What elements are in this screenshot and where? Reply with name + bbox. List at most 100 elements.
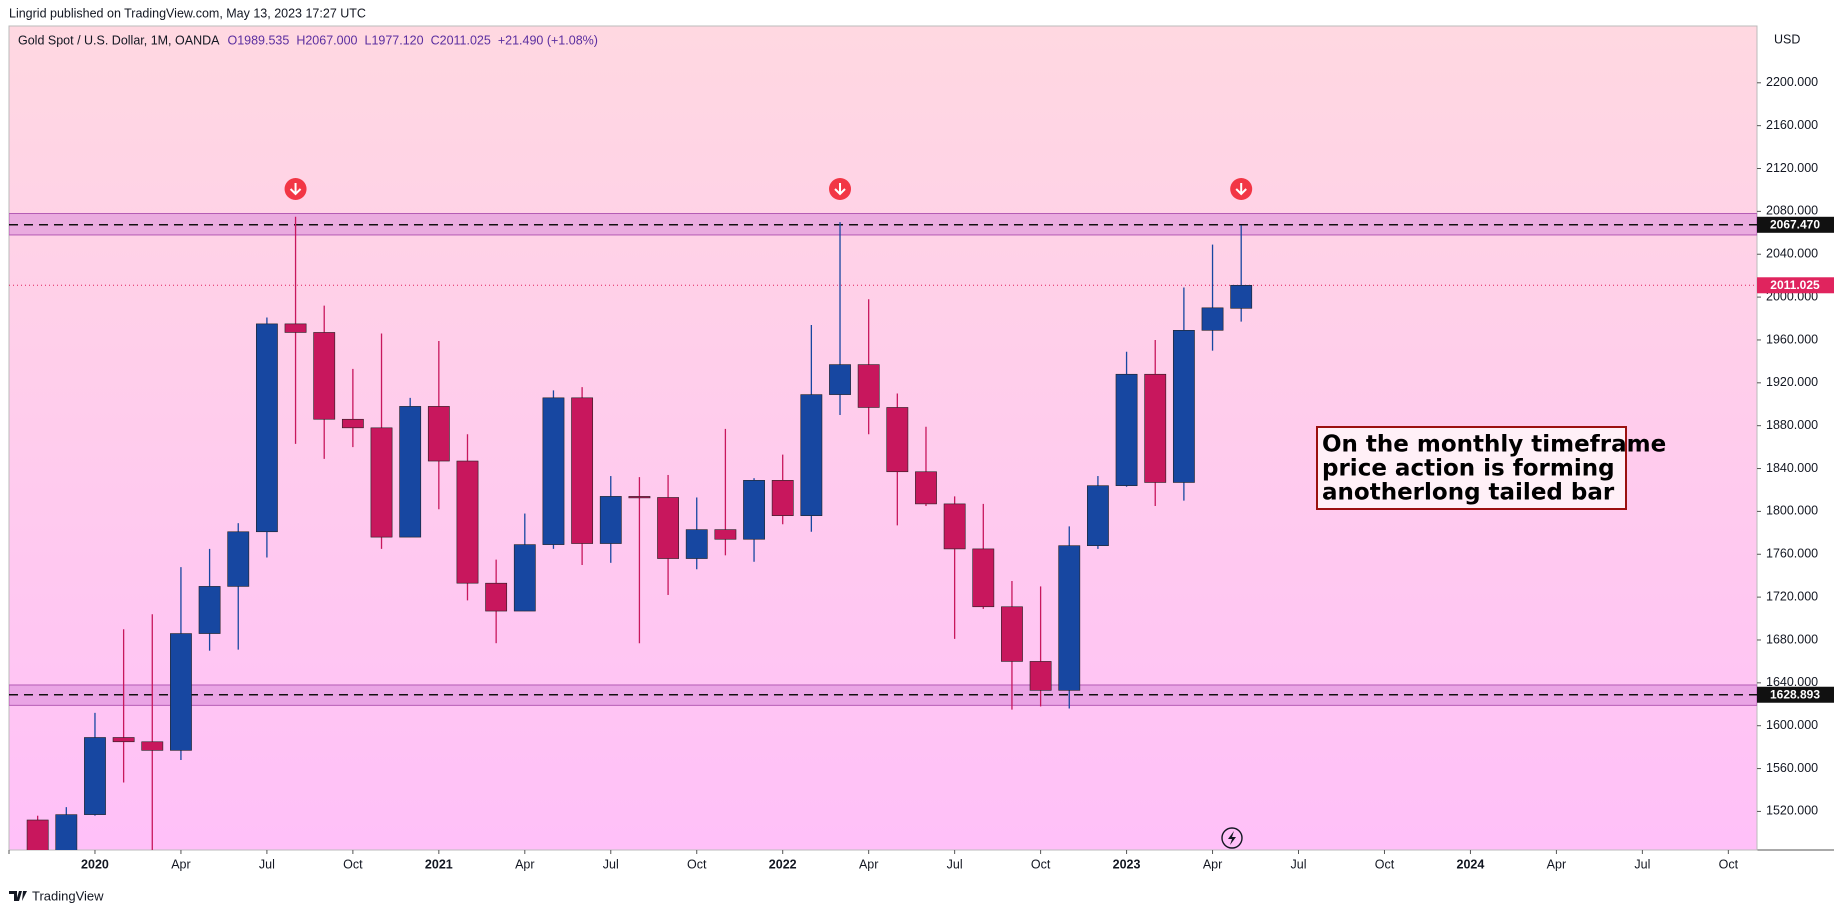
candle-body — [341, 418, 364, 429]
signal-marker — [284, 178, 307, 200]
candle-body — [1172, 330, 1195, 483]
signal-marker — [829, 178, 852, 200]
x-tick-label: Apr — [1203, 857, 1222, 871]
footer: TradingView — [32, 888, 104, 903]
x-tick-label: Apr — [859, 857, 878, 871]
x-tick-label: Oct — [1031, 857, 1051, 871]
annotation-text: On the monthly timeframe — [1322, 432, 1666, 458]
plot-border — [8, 25, 1758, 851]
legend-value: O1989.535 — [227, 33, 289, 47]
candle-body — [1087, 485, 1109, 546]
price-label: 2067.470 — [1770, 217, 1820, 231]
candle-body — [227, 531, 250, 587]
legend-value: L1977.120 — [365, 33, 424, 47]
candle-body — [943, 503, 966, 550]
x-tick-label: Apr — [1547, 857, 1566, 871]
y-tick-label: 1640.000 — [1766, 675, 1818, 689]
candle-body — [1029, 661, 1052, 691]
y-tick-label: 2160.000 — [1766, 118, 1818, 132]
candle-body — [112, 737, 135, 743]
x-tick-label: 2023 — [1113, 857, 1141, 871]
y-tick-label: 1720.000 — [1766, 589, 1818, 603]
x-tick-label: Jul — [259, 857, 275, 871]
y-tick-label: 1800.000 — [1766, 504, 1818, 518]
x-tick-label: Oct — [1375, 857, 1395, 871]
price-label: 1628.893 — [1770, 687, 1820, 701]
x-tick-label: Oct — [1719, 857, 1739, 871]
candle-body — [857, 364, 880, 408]
price-label-bg — [1757, 216, 1834, 233]
x-tick-label: Apr — [515, 857, 534, 871]
y-tick-label: 1920.000 — [1766, 375, 1818, 389]
y-tick-label: 2040.000 — [1766, 247, 1818, 261]
price-label-bg — [1757, 277, 1834, 294]
y-tick-label: 1760.000 — [1766, 547, 1818, 561]
candle-body — [399, 406, 422, 538]
x-tick-label: Jul — [1291, 857, 1307, 871]
candle-body — [1058, 545, 1081, 691]
x-tick-label: Oct — [343, 857, 363, 871]
y-axis-label: USD — [1774, 32, 1800, 46]
candle-body — [743, 480, 765, 540]
annotation-text: anotherlong tailed bar — [1322, 480, 1615, 506]
candle-body — [370, 427, 393, 538]
candle-body — [141, 741, 164, 751]
candle-body — [255, 323, 278, 533]
candle-body — [800, 394, 823, 516]
chart-title: Gold Spot / U.S. Dollar, 1M, OANDA — [18, 33, 220, 47]
signal-marker-arrow — [1235, 183, 1247, 196]
candle-body — [1144, 373, 1167, 483]
candle-body — [685, 529, 708, 559]
candle-body — [886, 407, 909, 473]
candle-body — [427, 406, 450, 462]
candle-body — [513, 544, 536, 612]
candle-body — [1001, 606, 1023, 662]
signal-marker-arrow — [289, 183, 302, 196]
y-tick-label: 2080.000 — [1766, 204, 1818, 218]
x-tick-label: 2021 — [425, 857, 453, 871]
y-tick-label: 1960.000 — [1766, 332, 1818, 346]
candle-body — [628, 496, 651, 499]
signal-marker-arrow — [834, 183, 846, 196]
y-tick-label: 1880.000 — [1766, 418, 1818, 432]
y-tick-label: 1680.000 — [1766, 632, 1818, 646]
candle-body — [1201, 307, 1224, 331]
x-tick-label: 2022 — [769, 857, 797, 871]
candle-body — [26, 819, 49, 850]
candle-body — [485, 582, 508, 612]
candle-body — [657, 497, 679, 559]
candle-body — [972, 548, 995, 608]
annotation-text: price action is forming — [1322, 456, 1615, 482]
y-tick-label: 2120.000 — [1766, 161, 1818, 175]
x-tick-label: 2020 — [81, 857, 109, 871]
x-tick-label: 2024 — [1457, 857, 1485, 871]
axes: USD 1520.000 1560.000 1600.000 1640.000 1680.… — [8, 32, 1834, 871]
x-tick-label: Oct — [687, 857, 707, 871]
candle-body — [456, 460, 479, 584]
candle-body — [829, 364, 851, 395]
plot — [9, 178, 1757, 850]
candle-body — [771, 480, 794, 516]
x-tick-label: Jul — [1634, 857, 1650, 871]
candle-body — [198, 586, 221, 634]
y-tick-label: 1840.000 — [1766, 461, 1818, 475]
signal-marker — [1230, 178, 1253, 200]
candle-body — [313, 332, 336, 420]
candle-body — [571, 397, 594, 544]
y-tick-label: 1600.000 — [1766, 718, 1818, 732]
legend-value: C2011.025 — [431, 33, 491, 47]
candle-body — [1230, 284, 1253, 309]
candle-body — [542, 397, 565, 545]
price-label-bg — [1757, 686, 1834, 703]
price-label: 2011.025 — [1770, 278, 1820, 292]
lightning-icon — [1221, 827, 1243, 849]
candle-body — [599, 496, 622, 544]
candle-body — [284, 323, 307, 333]
annotation-box — [1316, 426, 1627, 510]
candle-body — [55, 814, 78, 850]
y-tick-label: 2200.000 — [1766, 75, 1818, 89]
legend-value: +21.490 (+1.08%) — [498, 33, 598, 47]
header: Lingrid published on TradingView.com, Ma… — [9, 6, 366, 20]
candle-body — [915, 471, 937, 505]
candle-body — [170, 633, 192, 751]
